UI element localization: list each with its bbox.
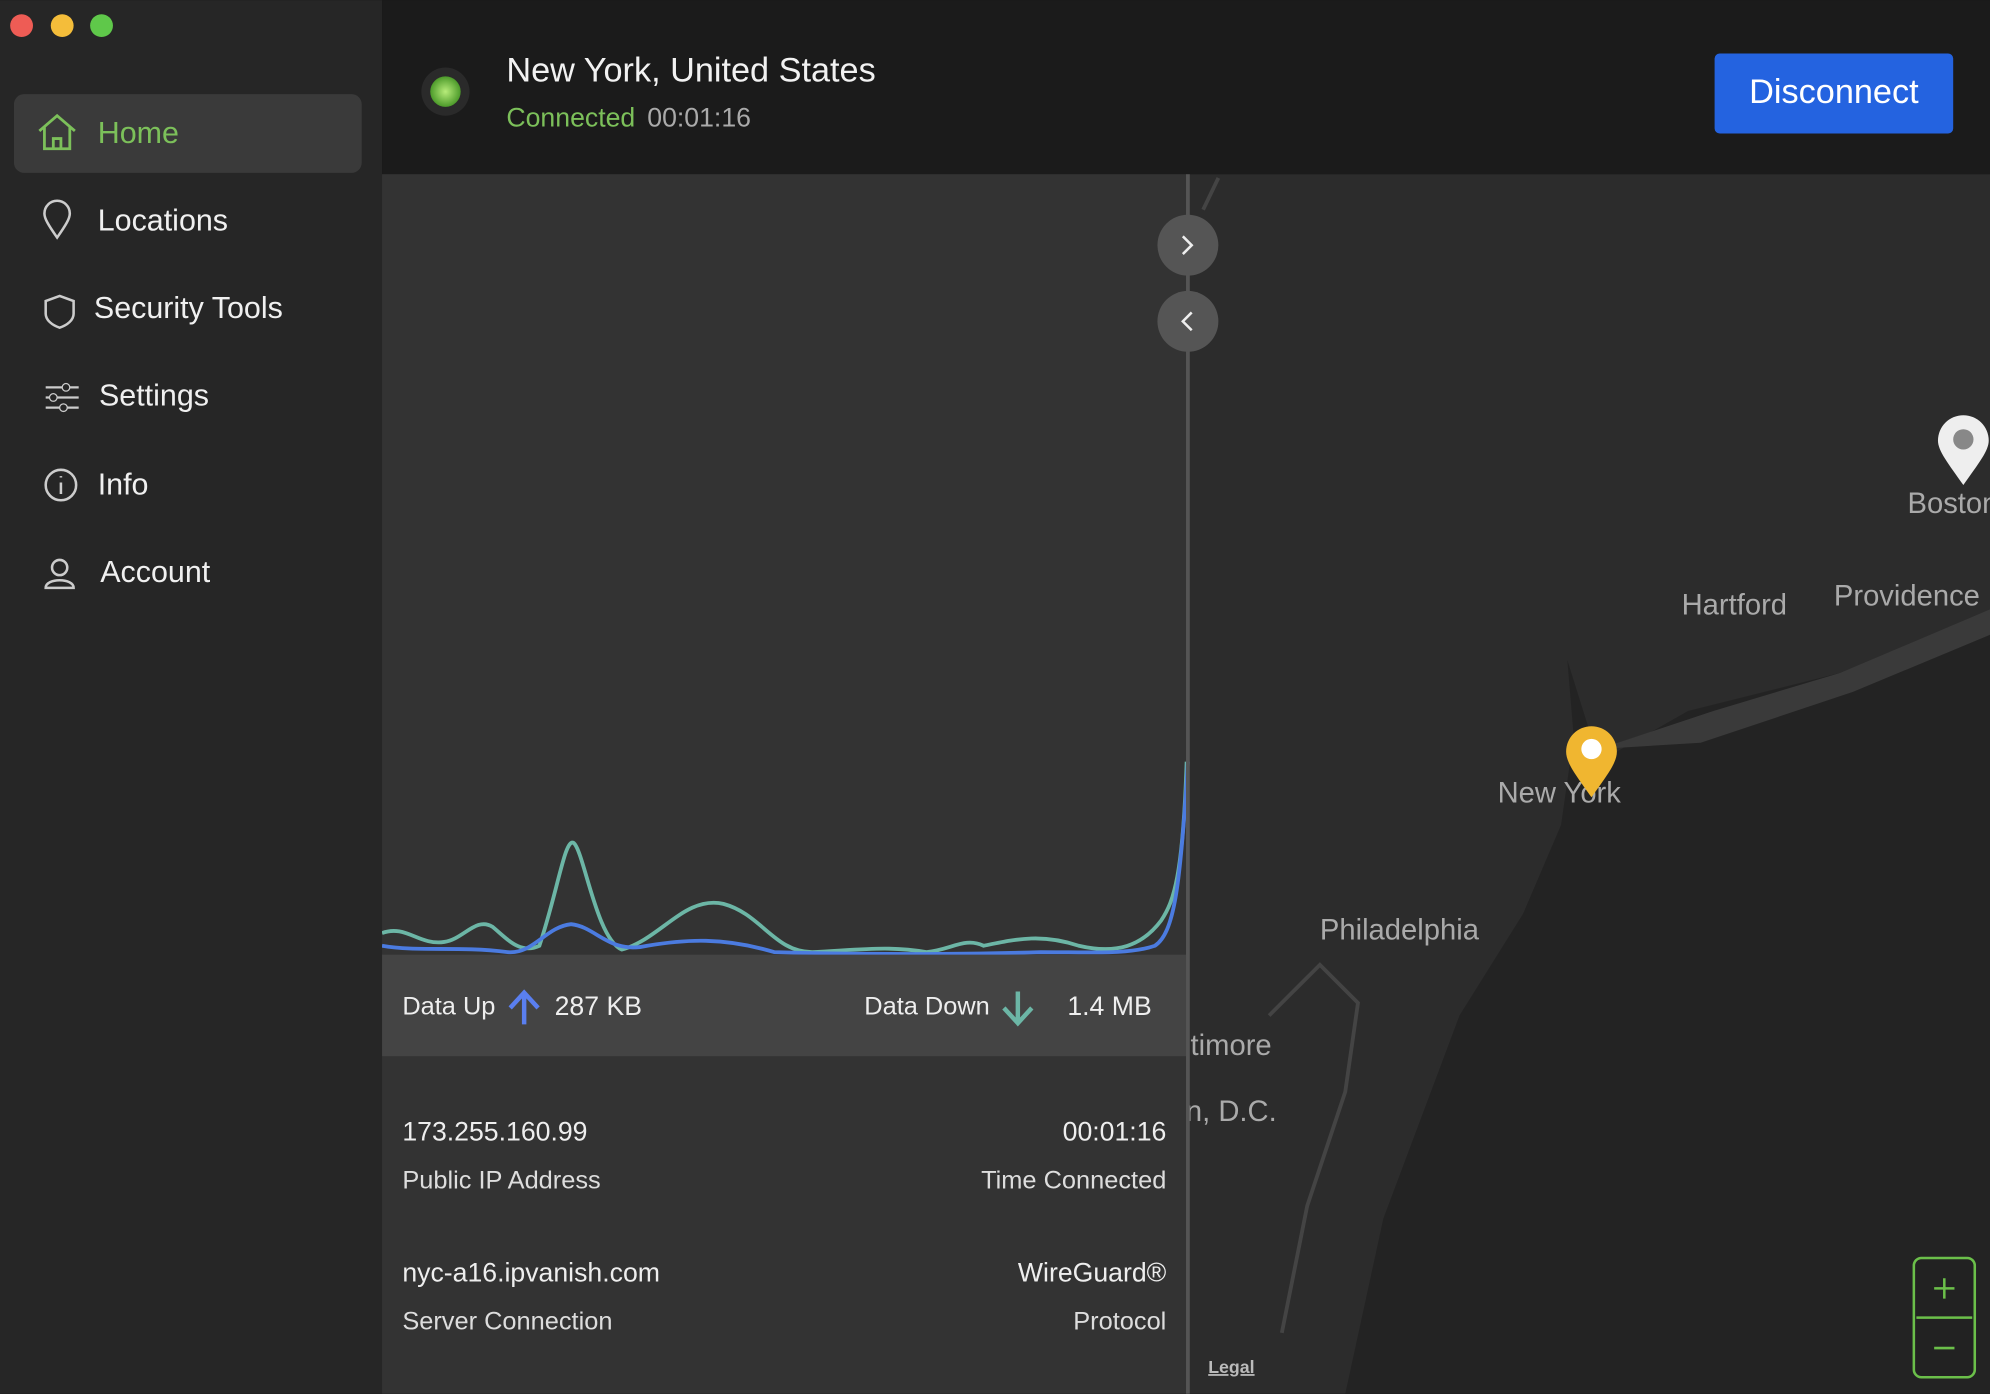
detail-value: WireGuard® (1018, 1258, 1167, 1288)
collapse-button[interactable] (1157, 290, 1219, 352)
disconnect-label: Disconnect (1749, 73, 1919, 111)
nav-item[interactable]: Account (100, 555, 211, 589)
river (1201, 177, 1360, 1334)
city-label: New York (1498, 777, 1622, 809)
pin-selected[interactable] (1566, 726, 1617, 798)
nav-item[interactable]: Home (98, 116, 179, 150)
account-body (44, 578, 75, 590)
disconnect-button[interactable] (1714, 53, 1954, 134)
city-label: Baltimore (1148, 1030, 1271, 1062)
info-icon (44, 468, 78, 502)
stat-label: Data Down (864, 993, 990, 1021)
status-dot (430, 76, 461, 107)
elapsed-time: 00:01:16 (647, 103, 751, 133)
detail-value: nyc-a16.ipvanish.com (402, 1258, 660, 1288)
city-label: Washington, D.C. (1049, 1096, 1277, 1128)
down-arrow (1002, 991, 1034, 1027)
detail-label: Server Connection (402, 1307, 612, 1335)
traffic-down-line (381, 761, 1189, 955)
stats-bar (382, 954, 1188, 1057)
ocean (1345, 622, 1990, 1394)
pin-dot (1953, 429, 1974, 450)
stat-label: Data Up (402, 993, 495, 1021)
close-button[interactable] (10, 14, 33, 38)
legal-link[interactable]: Legal (1208, 1357, 1254, 1377)
stat-value: 1.4 MB (1067, 991, 1151, 1021)
nav-item[interactable]: Security Tools (94, 291, 283, 325)
location-title: New York, United States (506, 52, 875, 90)
city-label: Providence (1834, 581, 1980, 613)
status-text: Connected (506, 103, 635, 133)
nav-item[interactable]: Locations (98, 203, 228, 237)
minimize-button[interactable] (50, 14, 74, 38)
sidebar (0, 0, 383, 1394)
nav-item[interactable]: Info (98, 467, 149, 501)
detail-label: Time Connected (981, 1167, 1166, 1195)
city-label: Hartford (1682, 590, 1787, 622)
up-arrow (508, 989, 540, 1025)
zoom-button[interactable] (90, 14, 113, 38)
detail-value: 00:01:16 (1063, 1117, 1167, 1147)
chevron (1181, 235, 1194, 255)
detail-label: Protocol (1073, 1307, 1166, 1335)
city-label: Boston (1908, 488, 1990, 520)
zoom-in[interactable] (1934, 1278, 1955, 1299)
pin-dot (1581, 738, 1602, 760)
stat-value: 287 KB (555, 991, 642, 1021)
map[interactable]: Boston Hartford Providence New York Phil… (1049, 174, 1990, 1394)
info-panel (382, 174, 1188, 1394)
detail-label: Public IP Address (402, 1167, 600, 1195)
account-icon (50, 558, 69, 577)
settings-knob (61, 382, 71, 392)
pin[interactable] (1937, 415, 1989, 486)
chevron (1181, 311, 1193, 332)
locations-icon (43, 199, 72, 240)
nav-selected-bg (13, 94, 362, 173)
expand-button[interactable] (1157, 214, 1219, 276)
detail-value: 173.255.160.99 (402, 1117, 587, 1147)
city-label: Philadelphia (1320, 914, 1480, 946)
shield-icon (44, 294, 75, 330)
nav-item[interactable]: Settings (99, 379, 209, 413)
home-icon (38, 113, 76, 151)
settings-knob (48, 393, 58, 402)
traffic-up-line (381, 761, 1190, 956)
settings-knob (59, 403, 68, 413)
